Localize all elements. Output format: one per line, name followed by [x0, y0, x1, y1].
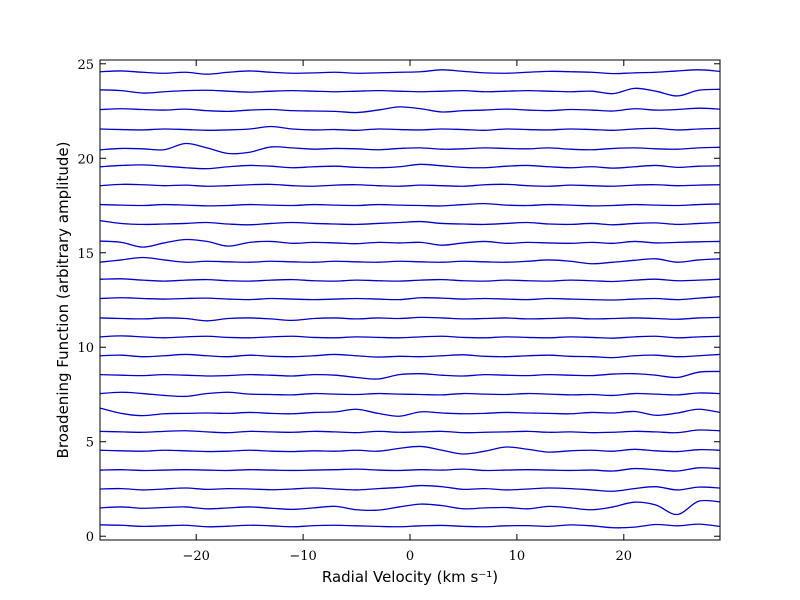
y-tick-label: 20	[77, 152, 94, 167]
tick-layer: −20 −10 0 10 20 0 5 10 15 20 25	[77, 58, 720, 564]
series-line-6	[99, 407, 721, 417]
series-line-18	[99, 183, 721, 187]
series-line-22	[99, 106, 721, 114]
y-tick-label: 15	[77, 247, 94, 262]
series-line-16	[99, 219, 721, 226]
series-line-9	[99, 353, 721, 359]
series-line-19	[99, 163, 721, 170]
series-line-14	[99, 256, 721, 265]
series-line-12	[99, 295, 721, 301]
series-line-3	[99, 467, 721, 472]
series-line-10	[99, 335, 721, 339]
x-tick-label: 20	[616, 549, 633, 564]
series-line-7	[99, 391, 721, 398]
x-tick-label: 0	[406, 549, 414, 564]
series-line-13	[99, 278, 721, 283]
series-line-11	[99, 316, 721, 322]
x-tick-label: 10	[509, 549, 526, 564]
series-line-24	[99, 69, 721, 75]
x-tick-label: −20	[182, 549, 209, 564]
series-layer	[99, 69, 721, 529]
series-line-17	[99, 202, 721, 207]
series-line-21	[99, 125, 721, 131]
y-tick-label: 25	[77, 58, 94, 73]
series-line-5	[99, 429, 721, 434]
series-line-8	[99, 370, 721, 380]
x-axis-label: Radial Velocity (km s⁻¹)	[322, 568, 498, 586]
y-axis-label: Broadening Function (arbitrary amplitude…	[54, 142, 72, 459]
series-line-2	[99, 484, 721, 492]
x-tick-label: −10	[289, 549, 316, 564]
series-line-23	[99, 87, 721, 97]
y-tick-label: 5	[86, 436, 94, 451]
series-line-4	[99, 445, 721, 455]
series-line-1	[99, 499, 721, 516]
series-line-15	[99, 238, 721, 248]
y-tick-label: 10	[77, 341, 94, 356]
series-line-20	[99, 142, 721, 155]
y-tick-label: 0	[86, 530, 94, 545]
series-line-0	[99, 523, 721, 529]
